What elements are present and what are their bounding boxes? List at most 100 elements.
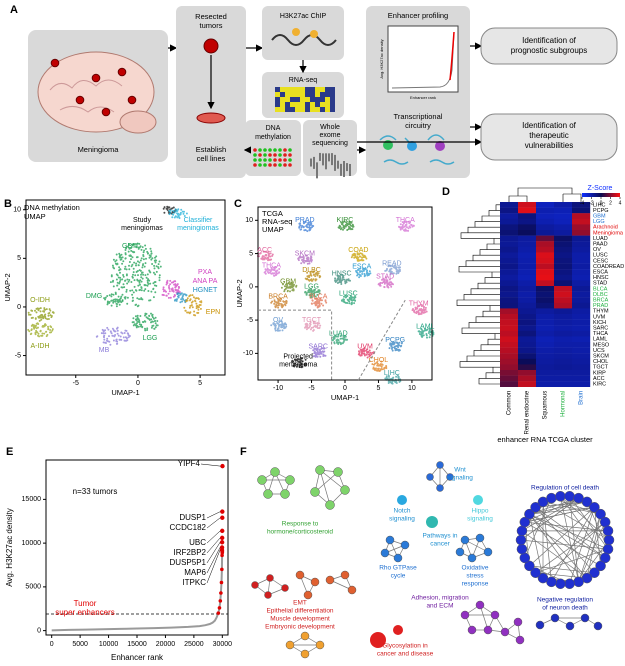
sample-cluster	[388, 341, 403, 352]
sample-cluster	[371, 360, 388, 372]
cluster-label: PRAD	[295, 217, 314, 224]
tumor	[101, 107, 111, 117]
heatmap-cell	[500, 353, 519, 359]
heatmap-cell	[518, 230, 537, 236]
gene-label: IRF2BP2	[174, 548, 207, 557]
rna-tile	[310, 107, 315, 112]
heatmap-cell	[554, 258, 573, 264]
y-tick-label: 10000	[22, 540, 42, 547]
column-label: Renal endocrine	[525, 390, 531, 434]
cluster-label: BRCA	[268, 294, 288, 301]
network-edge	[529, 513, 588, 579]
gene-leader	[206, 537, 221, 554]
wes-bar	[334, 154, 336, 171]
network-node	[537, 572, 549, 584]
network-node	[303, 590, 313, 600]
heatmap-cell	[536, 246, 555, 253]
gene-label: CCDC182	[170, 523, 207, 532]
heatmap-cell	[554, 218, 573, 225]
rna-tile	[330, 102, 335, 107]
sample-cluster	[280, 281, 298, 293]
gene-label: YIPF4	[178, 459, 201, 468]
meth-dot	[273, 163, 277, 167]
label: DNA	[266, 125, 281, 132]
heatmap-cell	[554, 336, 573, 343]
super-enhancer-point	[218, 599, 223, 603]
network-node	[595, 560, 606, 572]
label: Wnt	[454, 467, 466, 474]
heatmap-cell	[572, 246, 591, 253]
heatmap-cell	[572, 364, 591, 371]
label: Whole	[320, 124, 340, 131]
label: Resected	[195, 12, 227, 21]
network-node	[310, 487, 320, 497]
heatmap-cell	[554, 252, 573, 259]
row-label: OV	[593, 247, 601, 253]
heatmap-cell	[500, 246, 519, 253]
cluster-label: SARC	[309, 344, 328, 351]
heatmap-cell	[554, 246, 573, 253]
heatmap-cell	[554, 280, 573, 287]
cluster-label: THYM	[409, 300, 429, 307]
heatmap-cell	[518, 246, 537, 253]
heatmap-cell	[554, 308, 573, 315]
network-node	[516, 543, 528, 555]
network-edge	[569, 507, 595, 584]
heatmap-cell	[518, 286, 537, 292]
row-label: KIRP	[593, 370, 606, 376]
heatmap-cell	[554, 347, 573, 354]
x-tick-label: 25000	[184, 641, 204, 648]
tumor	[117, 67, 127, 77]
tumor	[127, 95, 137, 105]
rna-tile	[290, 102, 295, 107]
annotation: n=33 tumors	[73, 487, 118, 496]
heatmap-cell	[536, 381, 555, 387]
rna-tile	[295, 92, 300, 97]
meth-dot	[288, 148, 292, 152]
heatmap-cell	[572, 241, 591, 247]
row-label: LIHC	[593, 202, 606, 208]
meth-dot	[253, 163, 257, 167]
label: Establish	[196, 145, 226, 154]
x-tick-label: -5	[308, 385, 314, 392]
protein	[310, 30, 318, 38]
y-tick-label: 0	[17, 304, 21, 311]
label: Notch	[394, 508, 411, 515]
sample-cluster	[270, 297, 288, 309]
sample-cluster	[168, 208, 188, 220]
node	[397, 495, 407, 505]
label: response	[462, 581, 489, 588]
label: sequencing	[312, 140, 348, 147]
network-node	[475, 533, 485, 543]
row-label: COADREAD	[593, 264, 624, 270]
heatmap-cell	[518, 330, 537, 337]
sample-cluster	[350, 252, 368, 262]
network-node	[300, 631, 310, 641]
enhancer-curve	[51, 551, 224, 632]
network-node	[251, 581, 259, 589]
heatmap-cell	[536, 235, 555, 242]
gene-point	[219, 540, 225, 545]
heatmap-cell	[572, 330, 591, 337]
gene-label: DUSP1	[179, 513, 206, 522]
legend-bar	[582, 193, 620, 197]
cluster-label: BLCA	[309, 294, 328, 301]
heatmap-cell	[500, 291, 519, 298]
cluster-label: GBM	[122, 243, 138, 250]
heatmap-cell	[518, 274, 537, 281]
heatmap-cell	[536, 358, 555, 365]
heatmap-cell	[518, 319, 537, 326]
network-edge	[524, 521, 609, 532]
heatmap-cell	[500, 202, 519, 208]
network-edge	[535, 507, 595, 573]
heatmap-cell	[572, 286, 591, 292]
tumor	[91, 73, 101, 83]
wes-bar	[337, 160, 339, 169]
label: Glycosylation in	[382, 643, 428, 650]
gene-leader	[206, 542, 221, 564]
label: Muscle development	[270, 616, 330, 623]
heatmap-cell	[500, 319, 519, 326]
gene-point	[220, 509, 225, 514]
network-node	[483, 625, 493, 635]
heatmap-cell	[518, 302, 537, 309]
